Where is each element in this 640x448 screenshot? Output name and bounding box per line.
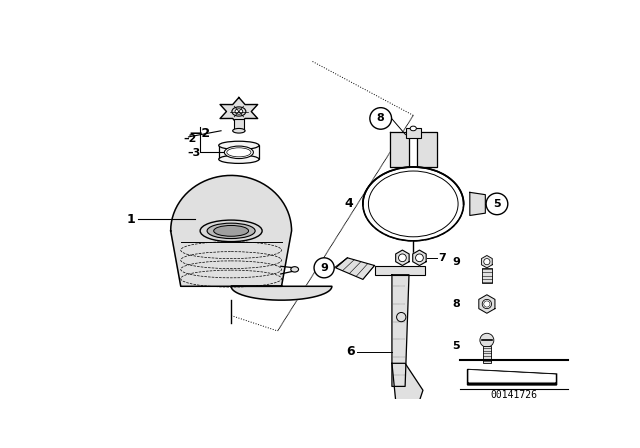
Polygon shape [479, 295, 495, 313]
Text: 5: 5 [452, 341, 460, 351]
Circle shape [484, 301, 490, 307]
Polygon shape [336, 258, 374, 280]
Text: —2: —2 [189, 127, 210, 140]
Circle shape [415, 254, 423, 262]
Polygon shape [396, 250, 409, 266]
Polygon shape [392, 275, 409, 386]
FancyBboxPatch shape [409, 404, 429, 430]
FancyBboxPatch shape [234, 119, 244, 131]
Ellipse shape [291, 267, 298, 272]
Ellipse shape [200, 220, 262, 241]
Text: 8: 8 [452, 299, 460, 309]
Text: –2: –2 [183, 134, 196, 144]
Text: 9: 9 [320, 263, 328, 273]
Circle shape [370, 108, 392, 129]
Text: 7: 7 [438, 253, 446, 263]
Text: 8: 8 [377, 113, 385, 124]
FancyBboxPatch shape [406, 129, 421, 138]
Circle shape [399, 254, 406, 262]
Polygon shape [470, 192, 485, 215]
Circle shape [314, 258, 334, 278]
Polygon shape [469, 370, 555, 382]
Ellipse shape [410, 126, 417, 131]
FancyBboxPatch shape [219, 146, 259, 159]
Circle shape [486, 193, 508, 215]
Circle shape [484, 258, 490, 265]
Circle shape [480, 333, 494, 347]
Ellipse shape [219, 155, 259, 164]
Text: 5: 5 [493, 199, 500, 209]
Polygon shape [467, 370, 557, 385]
Polygon shape [390, 132, 410, 167]
Circle shape [482, 299, 492, 309]
Ellipse shape [235, 109, 243, 114]
Polygon shape [392, 363, 423, 402]
Text: 9: 9 [452, 257, 460, 267]
Polygon shape [220, 98, 258, 125]
Polygon shape [171, 176, 332, 300]
Ellipse shape [225, 146, 253, 159]
Text: 4: 4 [344, 198, 353, 211]
FancyBboxPatch shape [482, 268, 492, 283]
Polygon shape [481, 255, 492, 268]
Text: 6: 6 [346, 345, 355, 358]
Ellipse shape [233, 129, 245, 133]
Ellipse shape [219, 141, 259, 150]
Polygon shape [413, 250, 426, 266]
Text: 00141726: 00141726 [490, 390, 538, 400]
Ellipse shape [214, 225, 248, 236]
Text: –3: –3 [187, 148, 200, 158]
FancyBboxPatch shape [483, 346, 491, 363]
Ellipse shape [232, 107, 246, 116]
Text: —: — [140, 213, 153, 226]
Ellipse shape [207, 223, 255, 238]
FancyBboxPatch shape [374, 266, 425, 275]
Ellipse shape [227, 148, 251, 157]
Polygon shape [417, 132, 436, 167]
Text: 1: 1 [127, 213, 136, 226]
